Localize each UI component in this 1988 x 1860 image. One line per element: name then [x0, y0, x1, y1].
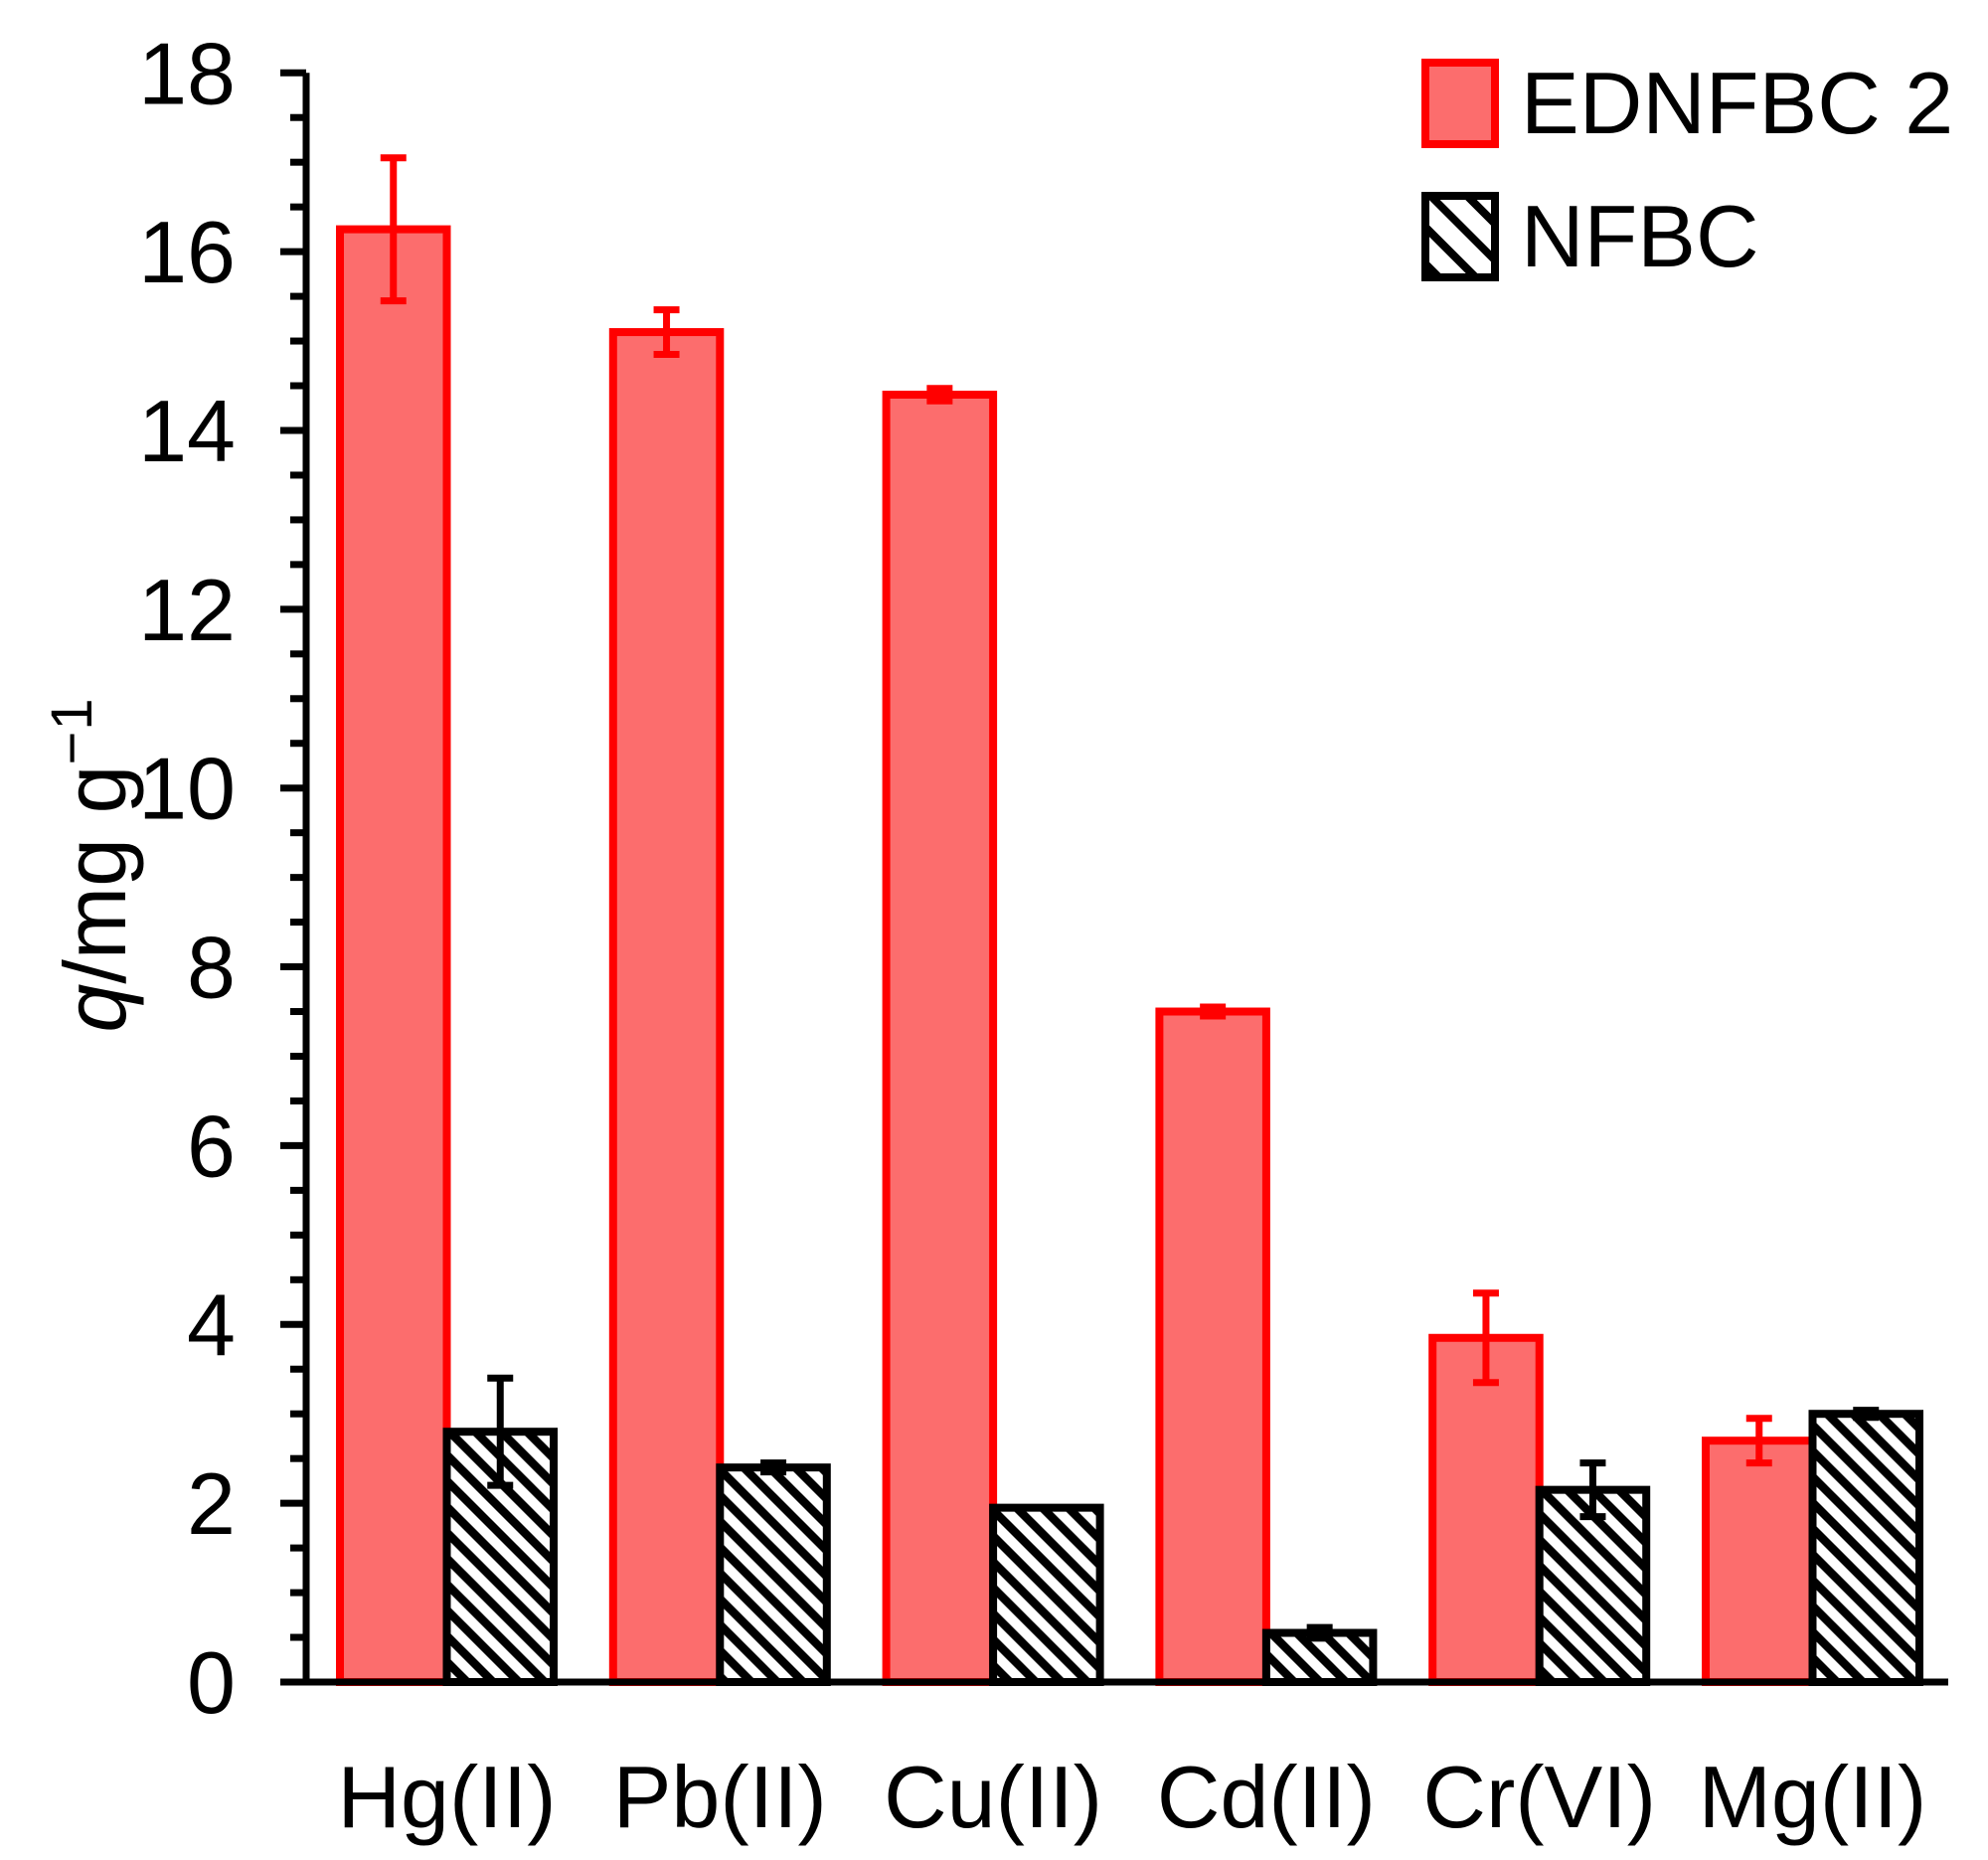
- y-axis-title: q/mg g−1: [25, 537, 144, 1193]
- error-bar-ednfbc2-cdii: [1200, 1003, 1227, 1020]
- bars-layer: [336, 225, 1923, 1687]
- y-tick-label-14: 14: [138, 382, 236, 480]
- bar-ednfbc2-pbii: [608, 328, 725, 1686]
- y-axis-title-symbol: q: [46, 983, 144, 1033]
- y-tick-label-16: 16: [138, 203, 236, 301]
- y-tick-label-10: 10: [138, 740, 236, 838]
- y-tick-label-18: 18: [138, 24, 236, 122]
- y-tick-label-2: 2: [187, 1454, 236, 1553]
- bar-ednfbc2-crvi: [1428, 1333, 1544, 1687]
- y-axis-title-superscript: −1: [40, 697, 104, 765]
- legend-swatch-solid: [1421, 59, 1499, 148]
- x-category-label-cuii: Cu(II): [884, 1748, 1102, 1846]
- x-category-label-mgii: Mg(II): [1699, 1748, 1927, 1846]
- bar-ednfbc2-mgii: [1702, 1437, 1817, 1686]
- legend-label-ednfbc2: EDNFBC 2: [1521, 54, 1954, 152]
- error-bar-ednfbc2-hgii: [380, 154, 407, 305]
- error-bar-ednfbc2-pbii: [653, 306, 680, 359]
- y-tick-label-8: 8: [187, 919, 236, 1017]
- bar-nfbc-cuii: [989, 1503, 1104, 1686]
- x-category-label-pbii: Pb(II): [613, 1748, 827, 1846]
- legend-swatch-hatch: [1421, 192, 1499, 281]
- x-category-label-crvi: Cr(VI): [1422, 1748, 1656, 1846]
- axis-labels-layer: 0 2 4 6 8 10 12 14 16 18 Hg(II) Pb(II) Cu(II) Cd(II) C…: [138, 24, 1926, 1846]
- y-axis-title-unit: /mg g: [46, 764, 144, 984]
- error-bar-nfbc-crvi: [1579, 1459, 1606, 1521]
- error-bar-nfbc-hgii: [487, 1374, 514, 1489]
- error-bar-nfbc-pbii: [760, 1459, 787, 1476]
- error-bar-nfbc-cdii: [1306, 1623, 1333, 1642]
- bar-ednfbc2-cdii: [1155, 1007, 1270, 1686]
- y-tick-label-4: 4: [187, 1275, 236, 1374]
- error-bar-ednfbc2-crvi: [1472, 1289, 1499, 1387]
- bar-ednfbc2-cuii: [882, 391, 998, 1686]
- legend-label-nfbc: NFBC: [1521, 187, 1759, 285]
- axes-layer: [280, 69, 1948, 1686]
- bar-nfbc-mgii: [1808, 1410, 1923, 1686]
- error-bars-layer: [380, 154, 1880, 1642]
- legend-entry-nfbc: NFBC: [1421, 187, 1953, 285]
- error-bar-nfbc-mgii: [1853, 1407, 1880, 1422]
- error-bar-ednfbc2-cuii: [926, 385, 953, 405]
- x-category-label-hgii: Hg(II): [338, 1748, 557, 1846]
- x-category-label-cdii: Cd(II): [1157, 1748, 1376, 1846]
- bar-ednfbc2-hgii: [336, 225, 451, 1687]
- y-tick-label-12: 12: [138, 561, 236, 659]
- legend-entry-ednfbc2: EDNFBC 2: [1421, 54, 1953, 152]
- bar-nfbc-pbii: [716, 1463, 831, 1686]
- y-tick-label-6: 6: [187, 1097, 236, 1195]
- y-tick-label-0: 0: [187, 1633, 236, 1732]
- legend: EDNFBC 2 NFBC: [1421, 54, 1953, 285]
- error-bar-ednfbc2-mgii: [1745, 1415, 1772, 1467]
